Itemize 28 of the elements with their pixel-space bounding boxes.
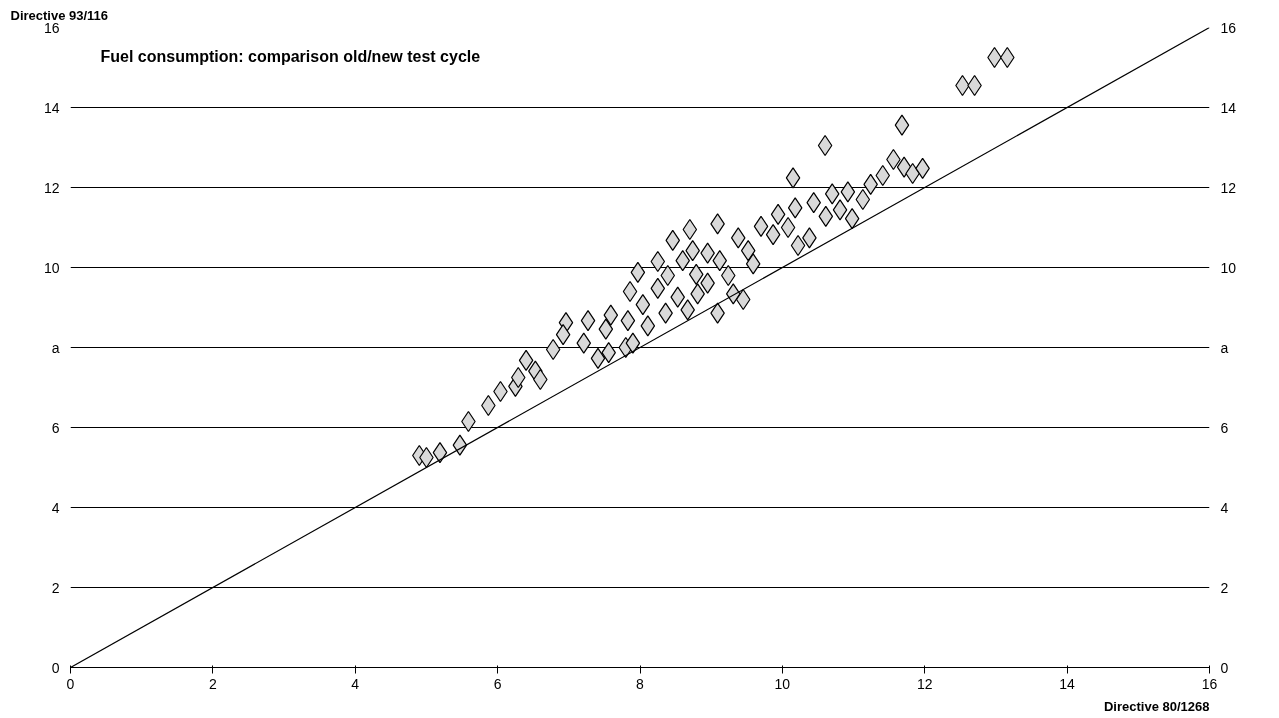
- x-tick-label: 2: [208, 675, 217, 692]
- y-tick-label: 0: [51, 659, 60, 676]
- x-tick-label: 0: [66, 675, 75, 692]
- y2-tick-label: 14: [1220, 99, 1237, 116]
- y2-tick-label: 12: [1220, 179, 1237, 196]
- y-tick-label: 4: [51, 499, 60, 516]
- y2-tick-label: a: [1220, 339, 1229, 356]
- y2-tick-label: 4: [1220, 499, 1229, 516]
- y-tick-label: 10: [43, 259, 60, 276]
- x-tick-label: 10: [774, 675, 791, 692]
- x-tick-label: 8: [636, 675, 645, 692]
- y2-tick-label: 2: [1220, 579, 1229, 596]
- y-tick-label: 2: [51, 579, 60, 596]
- x-axis-title: Directive 80/1268: [1103, 698, 1210, 714]
- y2-tick-label: 16: [1220, 19, 1237, 36]
- y2-tick-label: 10: [1220, 259, 1237, 276]
- x-tick-label: 12: [916, 675, 933, 692]
- text: Fuel consumption: comparison old/new test cycle: [100, 47, 481, 65]
- x-tick-label: 6: [493, 675, 502, 692]
- x-tick-label: 16: [1201, 675, 1218, 692]
- y-tick-label: a: [51, 339, 60, 356]
- y2-tick-label: 0: [1220, 659, 1229, 676]
- y-tick-label: 12: [43, 179, 60, 196]
- y-tick-label: 14: [43, 99, 60, 116]
- x-tick-label: 14: [1059, 675, 1076, 692]
- y-tick-label: 6: [51, 419, 60, 436]
- y2-tick-label: 6: [1220, 419, 1229, 436]
- x-tick-label: 4: [351, 675, 360, 692]
